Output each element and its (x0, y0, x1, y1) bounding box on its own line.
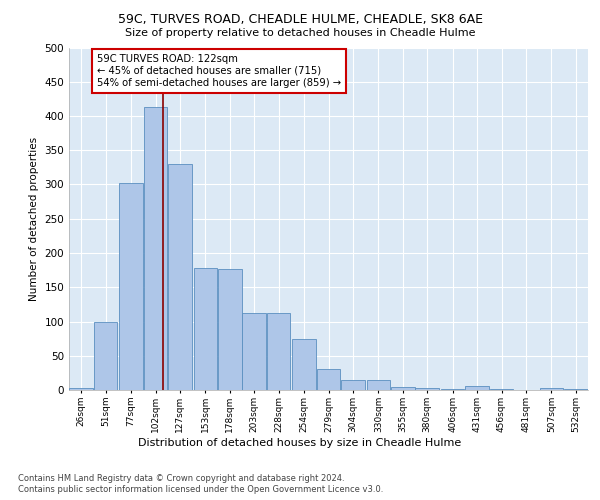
Bar (341, 380, 365, 390)
Bar (94, 322, 118, 390)
Bar (292, 338, 316, 390)
Bar (218, 269, 242, 390)
Text: Contains HM Land Registry data © Crown copyright and database right 2024.: Contains HM Land Registry data © Crown c… (18, 474, 344, 483)
Bar (391, 386, 415, 390)
Bar (194, 268, 217, 390)
Bar (367, 380, 390, 390)
Text: Contains public sector information licensed under the Open Government Licence v3: Contains public sector information licen… (18, 485, 383, 494)
Bar (119, 183, 143, 390)
Bar (539, 388, 563, 390)
Bar (242, 314, 266, 390)
Text: 59C TURVES ROAD: 122sqm
← 45% of detached houses are smaller (715)
54% of semi-d: 59C TURVES ROAD: 122sqm ← 45% of detache… (97, 54, 341, 88)
Bar (143, 107, 167, 390)
Text: Distribution of detached houses by size in Cheadle Hulme: Distribution of detached houses by size … (139, 438, 461, 448)
Bar (465, 386, 489, 390)
Text: 59C, TURVES ROAD, CHEADLE HULME, CHEADLE, SK8 6AE: 59C, TURVES ROAD, CHEADLE HULME, CHEADLE… (118, 12, 482, 26)
Bar (564, 388, 587, 390)
Bar (317, 370, 340, 390)
Text: Size of property relative to detached houses in Cheadle Hulme: Size of property relative to detached ho… (125, 28, 475, 38)
Bar (415, 388, 439, 390)
Y-axis label: Number of detached properties: Number of detached properties (29, 136, 39, 301)
Bar (70, 388, 93, 390)
Bar (168, 164, 192, 390)
Bar (267, 314, 290, 390)
